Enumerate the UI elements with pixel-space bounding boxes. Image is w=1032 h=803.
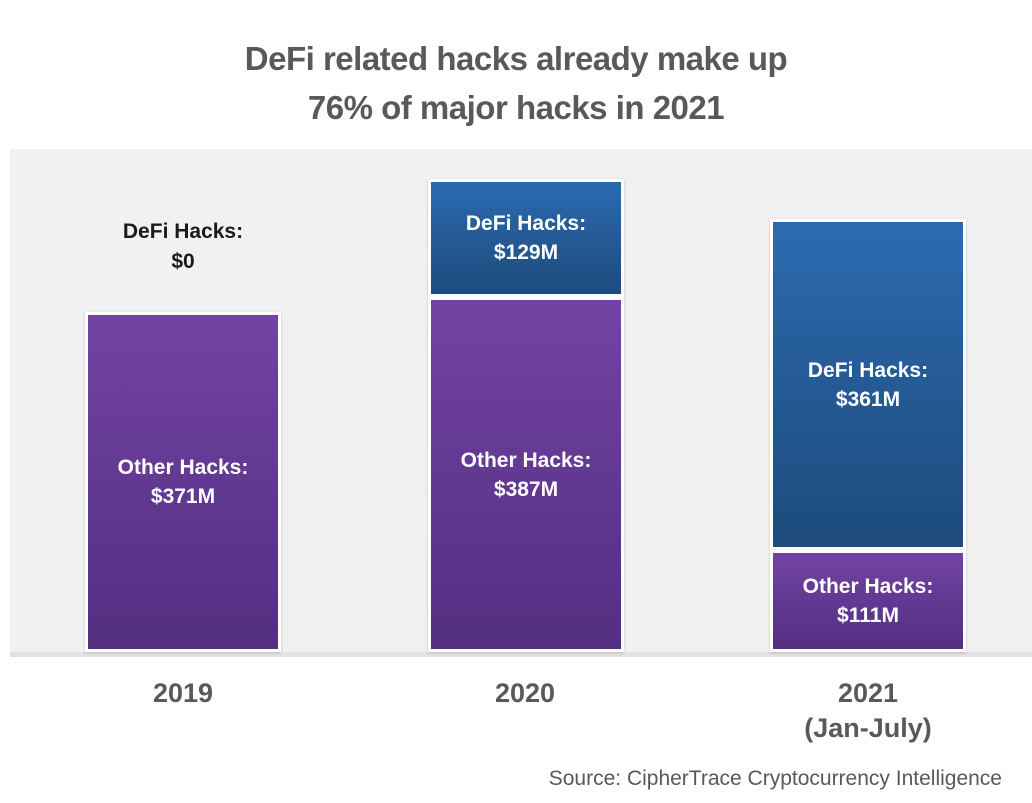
plot-area: DeFi Hacks: $0 Other Hacks: $371M DeFi H… (10, 149, 1032, 657)
bar-label-defi-2020: DeFi Hacks: $129M (466, 209, 586, 267)
bar-label-defi-2021: DeFi Hacks: $361M (808, 356, 928, 414)
axis-label-2019: 2019 (53, 676, 313, 711)
bar-label-other-2020-line1: Other Hacks: (460, 448, 592, 472)
axis-label-2021-line1: 2021 (837, 678, 899, 708)
bar-label-other-2019-line2: $371M (150, 485, 216, 508)
bar-label-other-2021-line1: Other Hacks: (802, 575, 934, 598)
bar-label-other-2020-line2: $387M (493, 477, 559, 501)
bar-label-other-2019-line1: Other Hacks: (117, 456, 249, 479)
defi-zero-label-line1: DeFi Hacks: (122, 220, 244, 243)
axis-label-2020: 2020 (395, 676, 655, 711)
defi-zero-label-2019: DeFi Hacks: $0 (85, 217, 281, 277)
bar-label-defi-2021-line2: $361M (835, 387, 901, 411)
bar-segment-defi-2021: DeFi Hacks: $361M (770, 219, 966, 550)
bar-2020: DeFi Hacks: $129M Other Hacks: $387M (428, 179, 624, 652)
bar-label-other-2020: Other Hacks: $387M (461, 446, 592, 504)
bar-segment-other-2021: Other Hacks: $111M (770, 550, 966, 652)
defi-zero-label-line2: $0 (171, 250, 195, 273)
bar-label-defi-2020-line1: DeFi Hacks: (465, 212, 587, 235)
axis-label-2020-line1: 2020 (494, 678, 556, 708)
axis-label-2019-line1: 2019 (152, 678, 214, 708)
x-axis-line (10, 652, 1032, 657)
axis-label-2021: 2021 (Jan-July) (738, 676, 998, 746)
bar-label-other-2021-line2: $111M (837, 604, 899, 627)
source-credit: Source: CipherTrace Cryptocurrency Intel… (548, 767, 1002, 790)
bar-segment-defi-2020: DeFi Hacks: $129M (428, 179, 624, 297)
bar-2019: DeFi Hacks: $0 Other Hacks: $371M (85, 220, 281, 652)
bar-2021: DeFi Hacks: $361M Other Hacks: $111M (770, 219, 966, 652)
bar-label-other-2019: Other Hacks: $371M (118, 453, 249, 511)
bar-segment-other-2020: Other Hacks: $387M (428, 297, 624, 652)
chart-title-line2: 76% of major hacks in 2021 (307, 89, 725, 126)
bar-label-other-2021: Other Hacks: $111M (803, 572, 934, 630)
bar-label-defi-2021-line1: DeFi Hacks: (807, 358, 929, 382)
chart-title-line1: DeFi related hacks already make up (244, 40, 788, 77)
axis-label-2021-line2: (Jan-July) (804, 713, 932, 743)
bar-segment-other-2019: Other Hacks: $371M (85, 312, 281, 652)
chart-title: DeFi related hacks already make up 76% o… (0, 34, 1032, 132)
bar-label-defi-2020-line2: $129M (493, 241, 559, 264)
